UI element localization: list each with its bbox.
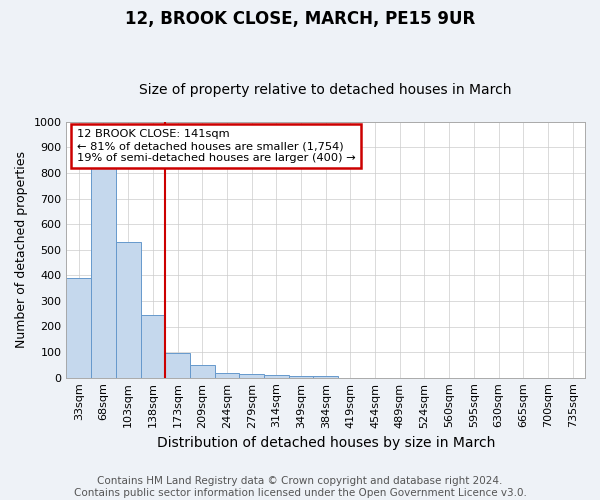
Bar [140,315,165,378]
Title: Size of property relative to detached houses in March: Size of property relative to detached ho… [139,83,512,97]
Bar [215,372,239,378]
Bar [239,374,264,378]
Text: Contains HM Land Registry data © Crown copyright and database right 2024.
Contai: Contains HM Land Registry data © Crown c… [74,476,526,498]
Bar [289,376,313,378]
Y-axis label: Number of detached properties: Number of detached properties [15,151,28,348]
Bar [165,354,190,378]
Bar [91,166,116,378]
Bar [67,278,91,378]
X-axis label: Distribution of detached houses by size in March: Distribution of detached houses by size … [157,436,495,450]
Bar [190,365,215,378]
Bar [313,376,338,378]
Text: 12 BROOK CLOSE: 141sqm
← 81% of detached houses are smaller (1,754)
19% of semi-: 12 BROOK CLOSE: 141sqm ← 81% of detached… [77,130,355,162]
Bar [264,375,289,378]
Text: 12, BROOK CLOSE, MARCH, PE15 9UR: 12, BROOK CLOSE, MARCH, PE15 9UR [125,10,475,28]
Bar [116,242,140,378]
